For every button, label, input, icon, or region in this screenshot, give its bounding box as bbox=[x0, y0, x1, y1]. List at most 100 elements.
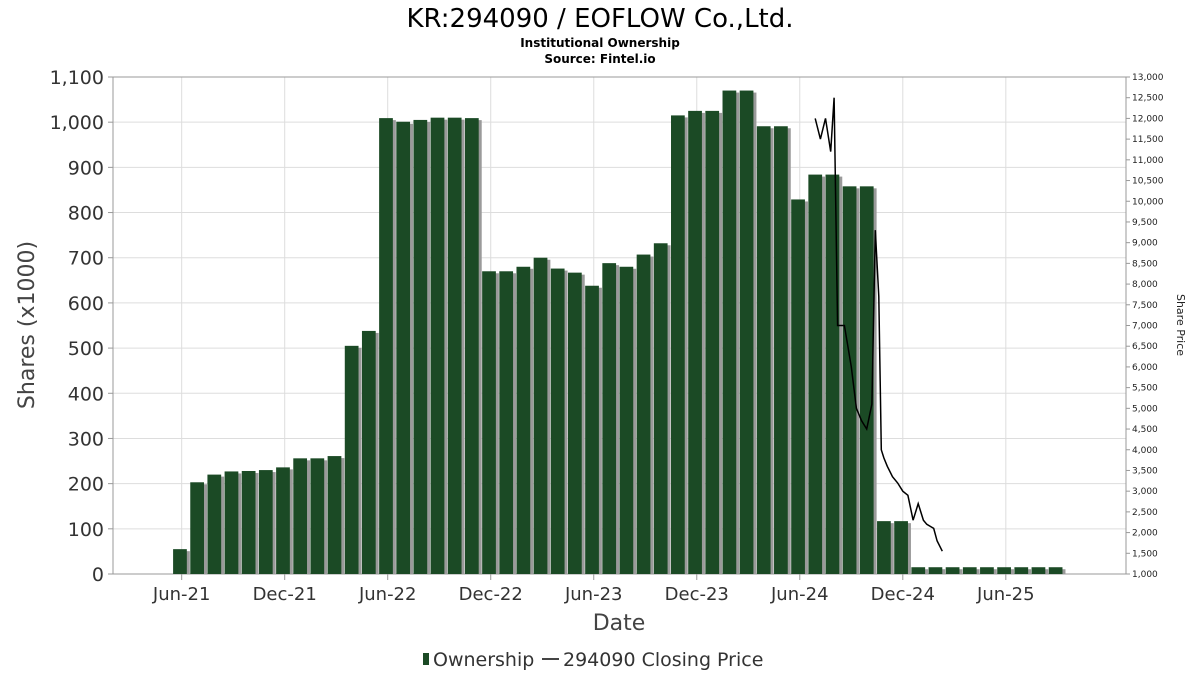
ownership-bar bbox=[430, 117, 445, 574]
x-tick-label: Jun-22 bbox=[358, 584, 417, 605]
y-right-tick-label: 6,000 bbox=[1132, 363, 1158, 373]
y-right-tick-label: 12,500 bbox=[1132, 94, 1164, 104]
ownership-bar bbox=[482, 271, 496, 574]
ownership-bar bbox=[928, 567, 943, 574]
ownership-bar bbox=[396, 121, 411, 574]
y-right-tick-label: 2,000 bbox=[1132, 529, 1158, 539]
ownership-bar bbox=[241, 470, 256, 574]
ownership-bar bbox=[619, 266, 634, 574]
y-right-tick-label: 3,500 bbox=[1132, 466, 1158, 476]
ownership-bar bbox=[293, 458, 308, 574]
ownership-bar bbox=[567, 272, 582, 574]
ownership-bar bbox=[825, 174, 840, 575]
x-tick-label: Dec-23 bbox=[665, 584, 729, 605]
ownership-bar bbox=[379, 118, 393, 575]
y-right-tick-label: 9,500 bbox=[1132, 218, 1158, 228]
line-layer bbox=[814, 97, 943, 552]
y-right-tick-label: 8,000 bbox=[1132, 280, 1158, 290]
ownership-bar bbox=[842, 186, 857, 574]
ownership-bar bbox=[550, 268, 565, 574]
ownership-bar bbox=[722, 90, 737, 575]
ownership-bar bbox=[859, 186, 874, 574]
chart-title: KR:294090 / EOFLOW Co.,Ltd. bbox=[406, 4, 793, 34]
legend-price-label: 294090 Closing Price bbox=[563, 649, 763, 671]
ownership-bar bbox=[962, 567, 977, 574]
ownership-bar bbox=[894, 521, 908, 574]
y-tick-label: 900 bbox=[68, 157, 104, 179]
y-right-tick-label: 5,500 bbox=[1132, 384, 1158, 394]
y-tick-label: 600 bbox=[68, 293, 104, 315]
y-tick-label: 500 bbox=[68, 338, 104, 360]
y-tick-label: 0 bbox=[92, 564, 104, 586]
y-right-tick-label: 4,000 bbox=[1132, 446, 1158, 456]
left-axis-ticks: 0 100 200 300 400 500 600 700 800 900 1,000 1,100 bbox=[50, 67, 113, 586]
y-tick-label: 400 bbox=[68, 383, 104, 405]
y-right-tick-label: 5,000 bbox=[1132, 404, 1158, 414]
ownership-bar bbox=[224, 471, 239, 574]
ownership-bar bbox=[499, 271, 514, 574]
legend-ownership-label: Ownership bbox=[433, 649, 534, 671]
ownership-bar bbox=[207, 474, 222, 574]
x-tick-label: Jun-23 bbox=[564, 584, 623, 605]
ownership-bar bbox=[344, 345, 359, 574]
ownership-bar bbox=[653, 243, 668, 574]
right-axis-ticks: 1,000 1,500 2,000 2,500 3,000 3,500 4,000 4,500… bbox=[1126, 73, 1164, 580]
ownership-bar bbox=[585, 285, 599, 574]
x-tick-label: Jun-21 bbox=[152, 584, 211, 605]
legend: Ownership 294090 Closing Price bbox=[423, 649, 763, 671]
y-tick-label: 800 bbox=[68, 203, 104, 225]
price-line bbox=[814, 97, 943, 552]
ownership-bar bbox=[190, 482, 204, 574]
ownership-bar bbox=[276, 467, 290, 574]
x-tick-label: Dec-22 bbox=[459, 584, 523, 605]
y-tick-label: 700 bbox=[68, 248, 104, 270]
ownership-bar bbox=[327, 456, 342, 574]
ownership-bar bbox=[258, 470, 273, 574]
x-axis-ticks: Jun-21 Dec-21 Jun-22 Dec-22 Jun-23 Dec-23 Jun-… bbox=[152, 574, 1035, 605]
y-right-tick-label: 1,000 bbox=[1132, 570, 1158, 580]
ownership-bar bbox=[173, 549, 187, 574]
y-tick-label: 300 bbox=[68, 428, 104, 450]
ownership-bar bbox=[911, 567, 926, 574]
ownership-bar bbox=[447, 117, 462, 574]
ownership-bar bbox=[997, 567, 1011, 574]
legend-ownership-swatch bbox=[423, 653, 429, 665]
ownership-bar bbox=[739, 90, 754, 575]
ownership-bar bbox=[877, 521, 891, 574]
y-right-tick-label: 4,500 bbox=[1132, 425, 1158, 435]
y-right-tick-label: 12,000 bbox=[1132, 114, 1164, 124]
ownership-bar bbox=[791, 199, 805, 574]
y-right-tick-label: 11,000 bbox=[1132, 156, 1164, 166]
x-tick-label: Dec-24 bbox=[871, 584, 935, 605]
chart-source: Source: Fintel.io bbox=[544, 52, 655, 66]
y-right-tick-label: 1,500 bbox=[1132, 549, 1158, 559]
y-right-tick-label: 10,500 bbox=[1132, 177, 1164, 187]
ownership-bar bbox=[516, 266, 531, 574]
y-right-axis-label: Share Price bbox=[1174, 294, 1187, 356]
ownership-bar bbox=[636, 254, 651, 574]
y-right-tick-label: 6,500 bbox=[1132, 342, 1158, 352]
ownership-bar bbox=[464, 118, 479, 575]
ownership-bar bbox=[774, 126, 788, 575]
ownership-bar bbox=[756, 126, 771, 575]
y-right-tick-label: 9,000 bbox=[1132, 239, 1158, 249]
y-right-tick-label: 10,000 bbox=[1132, 197, 1164, 207]
ownership-bar bbox=[413, 119, 428, 574]
y-right-tick-label: 2,500 bbox=[1132, 508, 1158, 518]
ownership-bar bbox=[980, 567, 994, 574]
ownership-bar bbox=[1014, 567, 1029, 574]
chart-subtitle: Institutional Ownership bbox=[520, 36, 680, 50]
ownership-bar bbox=[705, 110, 720, 575]
x-tick-label: Dec-21 bbox=[253, 584, 317, 605]
x-tick-label: Jun-24 bbox=[770, 584, 829, 605]
ownership-bar bbox=[602, 263, 617, 574]
ownership-bar bbox=[533, 257, 548, 574]
y-right-tick-label: 13,000 bbox=[1132, 73, 1164, 83]
ownership-bar bbox=[361, 330, 376, 574]
ownership-bar bbox=[671, 115, 685, 575]
y-tick-label: 200 bbox=[68, 474, 104, 496]
y-tick-label: 100 bbox=[68, 519, 104, 541]
bars-layer bbox=[173, 90, 1066, 575]
y-tick-label: 1,100 bbox=[50, 67, 104, 89]
ownership-bar bbox=[310, 458, 325, 574]
